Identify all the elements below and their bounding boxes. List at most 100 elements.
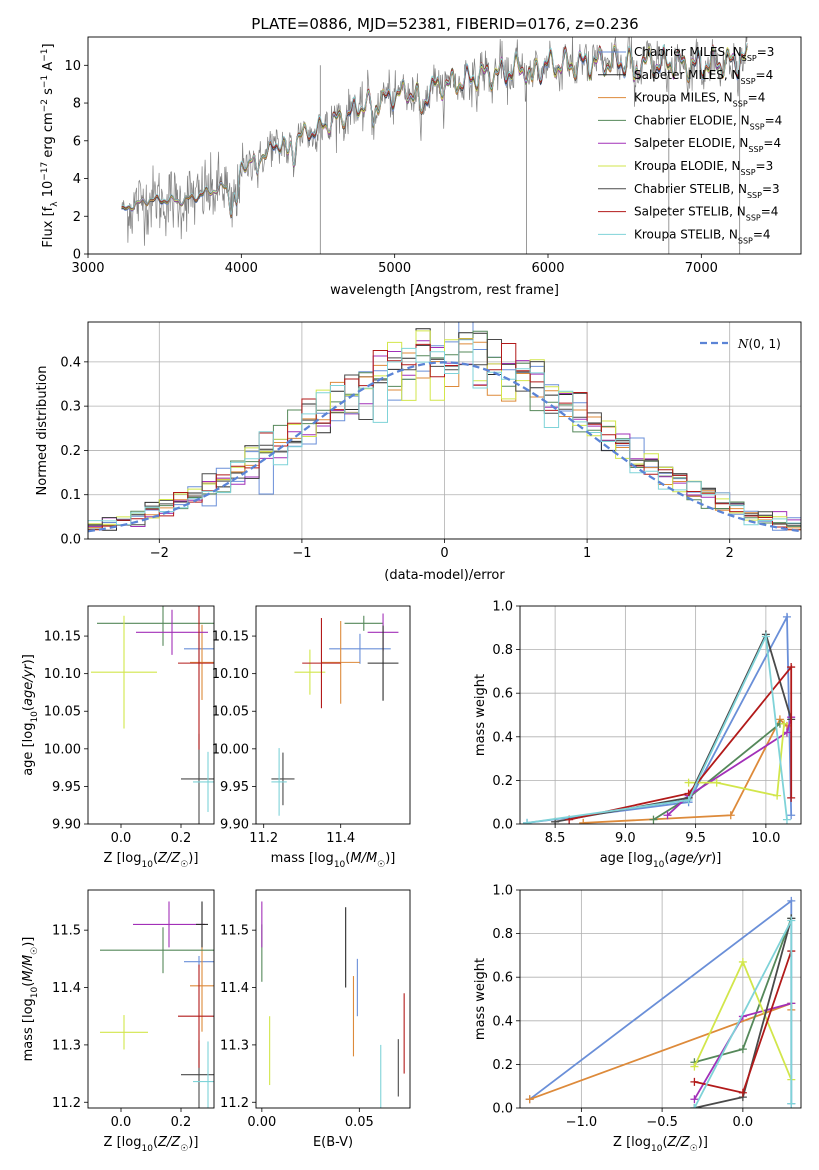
x-tick-label: 5000	[378, 261, 411, 276]
y-tick-label: 11.2	[52, 1096, 81, 1111]
x-axis-label: Z [log10(Z/Z☉)]	[104, 1135, 199, 1154]
y-tick-label: 0.4	[492, 730, 513, 745]
weight-marker	[690, 1104, 699, 1108]
x-tick-label: 11.2	[249, 831, 278, 846]
weight-marker	[684, 778, 693, 787]
y-tick-label: 1.0	[492, 600, 513, 615]
x-axis-label: age [log10(age/yr)]	[600, 851, 722, 870]
weight-line	[529, 899, 793, 1104]
weight-marker	[782, 728, 791, 737]
y-tick-label: 11.5	[220, 924, 249, 939]
weight-line	[554, 631, 793, 823]
y-tick-label: 9.90	[220, 818, 249, 833]
legend-label: Salpeter ELODIE, NSSP=4	[634, 136, 781, 154]
x-axis-label: Z [log10(Z/Z☉)]	[104, 851, 199, 870]
weight-marker	[787, 896, 796, 905]
axes-frame	[519, 605, 802, 825]
y-tick-label: 10.10	[212, 667, 249, 682]
age_vs_Z-plot-area	[91, 606, 214, 824]
weight-marker	[761, 632, 770, 641]
y-tick-label: 0.2	[60, 444, 81, 459]
model-spectrum	[121, 42, 748, 216]
legend-label: Kroupa MILES, NSSP=4	[634, 91, 765, 109]
weight-marker	[782, 612, 791, 621]
legend-label: Salpeter STELIB, NSSP=4	[634, 205, 778, 223]
y-axis-label: Flux [fλ 10−17 erg cm−2 s−1 A−1]	[40, 43, 60, 247]
age_vs_mass-plot-area	[271, 613, 399, 816]
x-tick-label: 0.0	[111, 831, 132, 846]
x-tick-label: 11.4	[326, 831, 355, 846]
x-axis-label: mass [log10(M/M☉)]	[271, 851, 396, 870]
weight_vs_age-plot-area	[520, 606, 801, 824]
axes-frame	[519, 889, 802, 1109]
y-axis-label: mass weight	[473, 958, 488, 1040]
y-tick-label: 10.15	[212, 630, 249, 645]
y-tick-label: 9.90	[52, 818, 81, 833]
weight-marker	[663, 811, 672, 820]
x-tick-label: 9.5	[685, 831, 706, 846]
weight-marker	[649, 815, 658, 824]
figure-title: PLATE=0886, MJD=52381, FIBERID=0176, z=0…	[251, 15, 638, 33]
y-tick-label: 0.4	[60, 355, 81, 370]
y-tick-label: 11.3	[220, 1038, 249, 1053]
panel-weight_vs_Z: −1.0 −0.5 0.0 0.0 0.2 0.4 0.6 0.8 1.0 Z [log10(Z/…	[473, 884, 802, 1154]
y-tick-label: 0.2	[492, 1058, 513, 1073]
y-tick-label: 10.10	[44, 667, 81, 682]
weight-marker	[780, 719, 789, 728]
y-axis-label: mass weight	[473, 674, 488, 756]
y-tick-label: 0.8	[492, 643, 513, 658]
y-tick-label: 0.1	[60, 488, 81, 503]
weight-marker	[738, 1045, 747, 1054]
y-tick-label: 11.4	[220, 981, 249, 996]
y-tick-label: 4	[73, 172, 81, 187]
weight-line	[569, 664, 793, 821]
x-tick-label: 10.0	[751, 831, 780, 846]
weight-marker	[773, 791, 782, 800]
weight-line	[666, 716, 793, 816]
x-axis-label: Z [log10(Z/Z☉)]	[613, 1135, 708, 1154]
weight-line	[526, 633, 788, 824]
panel-mass_vs_ebv: 0.00 0.05 11.2 11.3 11.4 11.5 E(B-V)	[220, 889, 411, 1150]
y-tick-label: 0.4	[492, 1014, 513, 1029]
panel-age_vs_mass: 11.2 11.4 9.90 9.95 10.00 10.05 10.10 10.15 mass…	[212, 605, 411, 870]
x-tick-label: −2	[150, 546, 169, 561]
spectrum-legend: Chabrier MILES, NSSP=3 Salpeter MILES, NS…	[598, 45, 782, 245]
x-tick-label: 2	[726, 546, 734, 561]
y-tick-label: 2	[73, 210, 81, 225]
residuals-plot-area	[88, 322, 801, 539]
x-tick-label: −0.5	[646, 1115, 678, 1130]
panel-residuals: −2 −1 0 1 2 0.0 0.1 0.2 0.3 0.4 N(0, 1) (data-model…	[35, 321, 802, 583]
x-axis-label: E(B-V)	[313, 1135, 353, 1150]
y-tick-label: 0.8	[492, 927, 513, 942]
y-tick-label: 8	[73, 97, 81, 112]
weight-marker	[787, 663, 796, 672]
y-tick-label: 0.0	[60, 533, 81, 548]
x-tick-label: 4000	[225, 261, 258, 276]
y-tick-label: 11.3	[52, 1038, 81, 1053]
y-tick-label: 10.15	[44, 630, 81, 645]
legend-label: Chabrier STELIB, NSSP=3	[634, 182, 780, 200]
weight-marker	[787, 916, 796, 925]
axes-frame	[87, 889, 215, 1109]
x-tick-label: 0.0	[111, 1115, 132, 1130]
y-axis-label: mass [log10(M/M☉)]	[21, 937, 40, 1062]
y-tick-label: 0.6	[492, 687, 513, 702]
y-tick-label: 10.00	[212, 742, 249, 757]
x-tick-label: 0.00	[247, 1115, 276, 1130]
x-tick-label: 1	[583, 546, 591, 561]
x-axis-label: (data-model)/error	[384, 568, 505, 583]
y-tick-label: 11.4	[52, 981, 81, 996]
x-tick-label: 0.2	[171, 831, 192, 846]
x-tick-label: −1	[292, 546, 311, 561]
weight-marker	[787, 1099, 796, 1108]
x-axis-label: wavelength [Angstrom, rest frame]	[330, 283, 559, 298]
y-tick-label: 10.05	[212, 705, 249, 720]
legend-label: Chabrier ELODIE, NSSP=4	[634, 113, 782, 130]
x-tick-label: 9.0	[615, 831, 636, 846]
legend-label: N(0, 1)	[737, 337, 781, 351]
weight-marker	[738, 1088, 747, 1097]
x-tick-label: 0	[440, 546, 448, 561]
y-axis-label: age [log10(age/yr)]	[21, 654, 40, 776]
y-axis-label: Normed distribution	[35, 366, 50, 496]
